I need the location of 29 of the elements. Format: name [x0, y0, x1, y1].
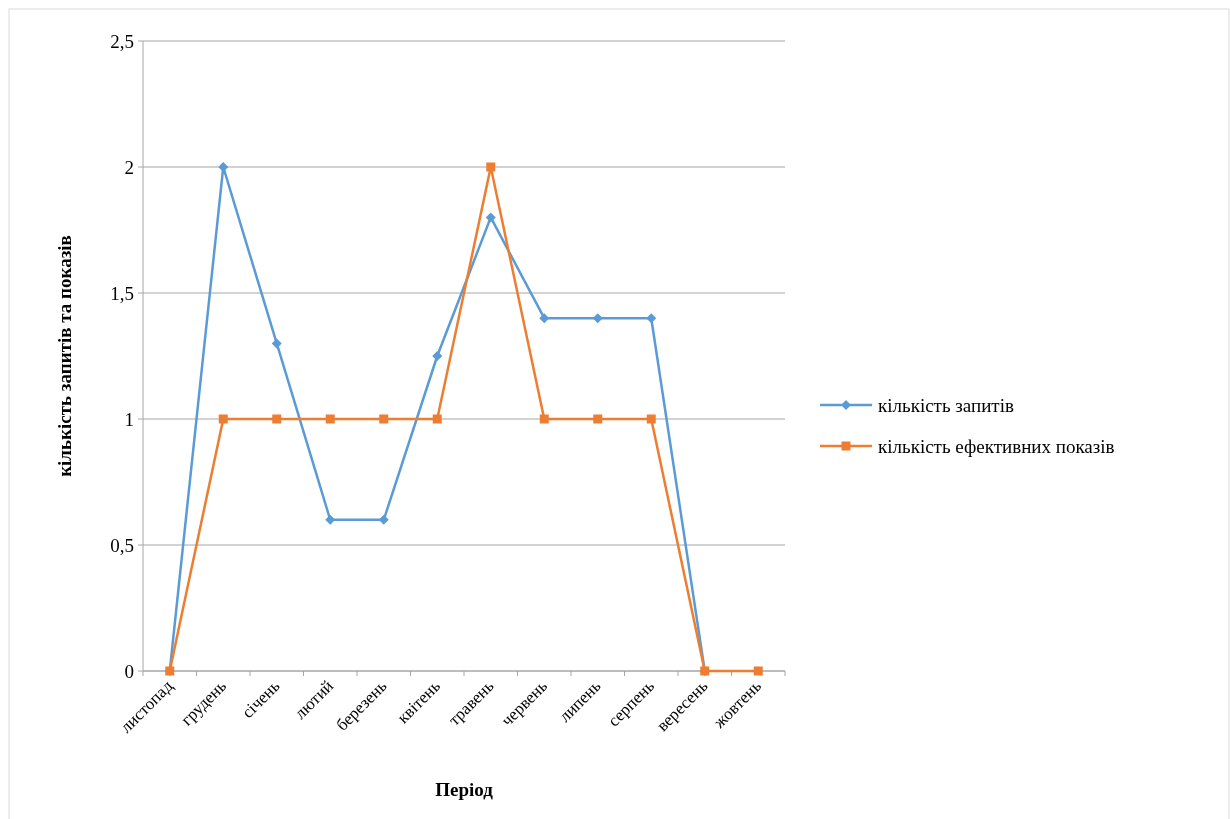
point: [539, 414, 549, 424]
point: [325, 414, 335, 424]
y-axis-title: кількість запитів та показів: [54, 235, 75, 477]
point: [271, 338, 282, 349]
point: [539, 313, 550, 324]
point: [218, 162, 229, 172]
y-tick-label: 1: [124, 408, 134, 430]
point: [379, 414, 389, 424]
y-tick-label: 0: [124, 660, 134, 682]
point: [486, 162, 496, 172]
point: [432, 351, 443, 361]
point: [325, 514, 336, 525]
point: [485, 212, 496, 223]
legend-label: кількість ефективних показів: [878, 435, 1115, 457]
point: [272, 414, 282, 424]
point: [592, 313, 603, 324]
legend-label: кількість запитів: [878, 394, 1014, 416]
point: [646, 313, 657, 324]
point: [378, 514, 389, 525]
point: [218, 414, 228, 424]
y-tick-label: 0,5: [110, 534, 134, 556]
point: [593, 414, 603, 424]
y-tick-label: 2,5: [110, 30, 134, 52]
y-tick-label: 2: [124, 156, 134, 178]
y-tick-label: 1,5: [110, 282, 134, 304]
point: [753, 666, 763, 676]
point: [646, 414, 656, 424]
point: [432, 414, 442, 424]
x-axis-title: Період: [435, 779, 494, 800]
